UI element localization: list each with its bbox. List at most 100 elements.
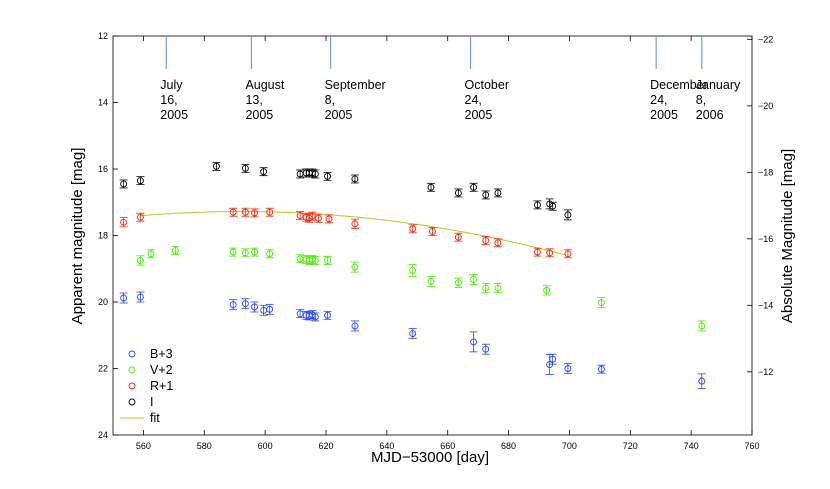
data-point [697, 373, 706, 389]
data-point [323, 310, 332, 320]
data-point [408, 224, 417, 234]
marker [549, 202, 557, 210]
data-point [481, 343, 490, 355]
data-point [350, 261, 359, 273]
data-point [136, 291, 145, 303]
marker [409, 266, 417, 274]
x-tick-label: 660 [440, 441, 455, 451]
legend-label: R+1 [150, 379, 173, 393]
date-marker-label: October [465, 78, 509, 92]
data-point [533, 200, 542, 210]
legend-entry: B+3 [128, 347, 173, 361]
data-point [350, 320, 359, 332]
marker [564, 250, 572, 258]
axis-ticks: 560 580 600 620 640 660 680 700 720 740 760 12 14 16 1… [98, 31, 773, 451]
data-point [469, 182, 478, 192]
legend-swatch [128, 382, 136, 390]
date-marker-label: 24, [465, 93, 482, 107]
data-point [229, 299, 238, 311]
y2-tick-label: −20 [758, 101, 773, 111]
x-tick-label: 560 [136, 441, 151, 451]
marker [543, 286, 551, 294]
data-point [296, 309, 305, 319]
data-point [481, 236, 490, 245]
marker [213, 162, 220, 170]
data-point [563, 209, 572, 221]
data-point [408, 264, 417, 277]
date-marker-label: August [245, 78, 284, 92]
marker [120, 180, 128, 188]
data-point [250, 247, 259, 257]
data-point [229, 207, 238, 217]
marker [549, 355, 557, 363]
data-point [426, 182, 435, 192]
marker [229, 301, 237, 309]
marker [266, 305, 274, 313]
marker [470, 183, 478, 191]
date-marker-label: 2005 [245, 108, 273, 122]
marker [260, 168, 268, 176]
marker [296, 310, 304, 318]
marker [564, 211, 572, 219]
marker [351, 263, 359, 271]
data-point [259, 167, 268, 177]
data-point [265, 303, 274, 315]
data-point [323, 171, 332, 181]
data-point [136, 212, 145, 222]
marker [698, 377, 706, 385]
marker [241, 249, 249, 257]
marker [120, 218, 128, 226]
data-point [119, 179, 128, 189]
data-point [241, 298, 250, 310]
y-tick-label: 16 [98, 164, 108, 174]
data-point [350, 218, 359, 229]
data-point [147, 249, 156, 259]
data-point [311, 169, 320, 179]
legend-entry: fit [120, 411, 160, 425]
y-axis-label: Apparent magnitude [mag] [69, 148, 86, 325]
data-point [136, 176, 145, 186]
marker [266, 250, 274, 258]
data-point [481, 190, 490, 200]
y2-axis-label: Absolute Magnitude [mag] [779, 149, 796, 323]
marker [241, 164, 249, 172]
legend-label: V+2 [150, 363, 173, 377]
y2-tick-label: −14 [758, 300, 773, 310]
data-point [697, 320, 706, 332]
marker [597, 365, 605, 373]
data-point [314, 213, 323, 223]
x-tick-label: 600 [258, 441, 273, 451]
data-point [265, 207, 274, 217]
data-point [265, 249, 274, 259]
marker [308, 212, 316, 220]
marker [482, 191, 490, 199]
data-point [250, 208, 259, 218]
date-marker-label: 24, [650, 93, 667, 107]
x-axis-label: MJD−53000 [day] [371, 449, 489, 466]
data-point [533, 247, 542, 257]
y2-tick-label: −16 [758, 234, 773, 244]
marker [429, 228, 436, 235]
data-point [119, 217, 128, 228]
data-point [408, 328, 417, 339]
marker [241, 300, 249, 308]
marker [296, 212, 304, 220]
y-tick-label: 18 [98, 231, 108, 241]
data-point [350, 174, 359, 184]
marker [136, 256, 144, 264]
marker [229, 208, 237, 216]
marker [324, 256, 331, 264]
marker [251, 303, 258, 311]
y-tick-label: 20 [98, 297, 108, 307]
date-marker-label: 2005 [650, 108, 678, 122]
marker [324, 311, 331, 319]
marker [534, 201, 541, 209]
marker [409, 225, 417, 233]
marker [351, 322, 359, 330]
data-point [171, 246, 180, 255]
data-point [323, 256, 332, 265]
marker [564, 365, 572, 372]
marker [136, 213, 144, 221]
data-point [548, 201, 557, 211]
